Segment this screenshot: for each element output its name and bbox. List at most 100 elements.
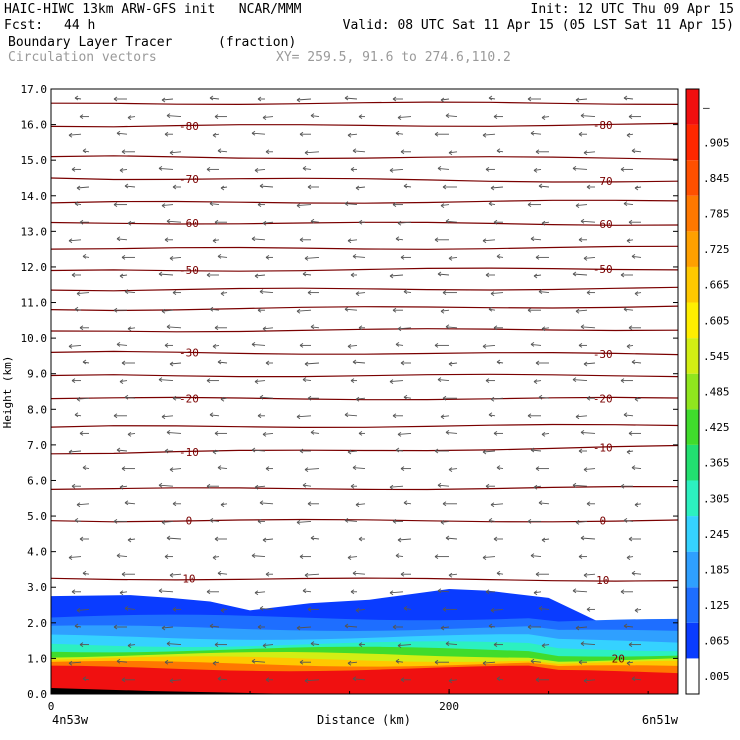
vector-arrow xyxy=(527,202,541,207)
field-name: Boundary Layer Tracer xyxy=(8,35,173,50)
vector-arrow xyxy=(119,484,128,490)
vector-arrow xyxy=(82,676,90,682)
vector-arrow xyxy=(496,465,504,470)
vector-arrow xyxy=(158,482,174,488)
vector-arrow xyxy=(172,290,181,295)
vector-arrow xyxy=(347,344,358,349)
vector-arrow xyxy=(265,149,273,155)
vector-arrow xyxy=(79,536,89,542)
vector-arrow xyxy=(631,148,642,154)
vector-arrow xyxy=(400,255,411,260)
colorbar-label: – xyxy=(703,101,710,114)
vector-arrow xyxy=(254,484,266,490)
isotherm-line xyxy=(51,485,678,491)
vector-arrow xyxy=(164,554,173,559)
vector-arrow xyxy=(124,289,136,294)
vector-arrow xyxy=(442,607,457,612)
vector-arrow xyxy=(575,203,588,208)
vector-arrow xyxy=(527,307,541,313)
model-title: HAIC-HIWC 13km ARW-GFS init NCAR/MMM xyxy=(4,2,302,17)
vector-arrow xyxy=(214,219,227,225)
colorbar-swatch xyxy=(686,622,699,659)
vector-arrow xyxy=(68,449,82,455)
vector-arrow xyxy=(490,291,504,296)
vector-arrow xyxy=(206,483,219,489)
vector-arrow xyxy=(352,359,366,365)
vector-arrow xyxy=(121,360,135,366)
isotherm-line xyxy=(51,101,678,106)
vector-arrow xyxy=(442,184,457,190)
vector-arrow xyxy=(440,308,450,314)
vector-arrow xyxy=(254,590,266,596)
vector-arrow xyxy=(304,678,320,684)
vector-arrow xyxy=(79,114,89,119)
vector-arrow xyxy=(158,166,174,171)
colorbar-swatch xyxy=(686,124,699,161)
vector-arrow xyxy=(488,95,496,101)
vector-arrow xyxy=(220,185,228,191)
vector-arrow xyxy=(403,183,412,189)
vector-arrow xyxy=(535,360,549,366)
vector-arrow xyxy=(220,291,228,296)
vector-arrow xyxy=(400,360,411,366)
vector-arrow xyxy=(397,643,412,648)
isotherm-label: -30 xyxy=(593,348,613,361)
vector-arrow xyxy=(440,520,450,525)
vector-arrow xyxy=(206,167,219,172)
terrain xyxy=(51,688,300,694)
vector-arrow xyxy=(488,306,496,312)
vector-arrow xyxy=(389,484,404,490)
isotherm-label: -70 xyxy=(593,175,613,188)
vector-arrow xyxy=(634,608,642,613)
vector-arrow xyxy=(347,555,358,560)
isotherm-line xyxy=(51,177,678,183)
vector-arrow xyxy=(535,677,549,683)
vector-arrow xyxy=(355,291,366,296)
vector-arrow xyxy=(400,571,411,577)
isotherm-label: 10 xyxy=(596,574,609,587)
vector-arrow xyxy=(121,255,135,260)
vector-arrow xyxy=(82,148,90,154)
vector-arrow xyxy=(493,642,503,647)
vector-arrow xyxy=(251,658,266,664)
vector-arrow xyxy=(302,482,312,488)
colorbar-swatch xyxy=(686,266,699,303)
vector-arrow xyxy=(296,97,312,103)
colorbar-swatch xyxy=(686,516,699,552)
vector-arrow xyxy=(583,678,596,684)
vector-arrow xyxy=(538,289,550,294)
isotherm-line xyxy=(51,396,678,401)
isotherm-line xyxy=(51,155,678,160)
x-axis-label: Distance (km) xyxy=(317,713,411,727)
vector-arrow xyxy=(350,483,357,489)
vector-arrow xyxy=(161,414,174,420)
vector-arrow xyxy=(488,201,496,206)
vector-arrow xyxy=(437,271,450,277)
vector-arrow xyxy=(76,502,90,508)
vector-arrow xyxy=(299,343,311,348)
vector-arrow xyxy=(527,519,541,524)
vector-arrow xyxy=(397,326,412,332)
vector-arrow xyxy=(442,501,457,507)
vector-arrow xyxy=(628,325,641,331)
colorbar-label: .785 xyxy=(703,208,730,221)
vector-arrow xyxy=(217,570,228,576)
isotherm-label: -80 xyxy=(179,120,199,133)
vector-arrow xyxy=(392,624,403,630)
vector-arrow xyxy=(257,624,265,630)
vector-arrow xyxy=(583,361,596,367)
isotherm-contours: 10 10 0 0 -10 -10 -20 -20 -30 -30 -50 -50 -60 -60 -70 -… xyxy=(51,101,678,666)
y-tick-label: 3.0 xyxy=(27,581,47,594)
vector-arrow xyxy=(124,606,136,611)
vector-arrow xyxy=(164,659,173,665)
y-tick-label: 13.0 xyxy=(21,225,48,238)
vector-arrow xyxy=(209,412,220,418)
vector-arrow xyxy=(172,607,181,612)
vector-arrow xyxy=(493,114,503,119)
isotherm-label: -30 xyxy=(179,347,199,360)
vector-arrow xyxy=(493,536,503,542)
colorbar-label: .545 xyxy=(703,350,730,363)
y-tick-label: 5.0 xyxy=(27,510,47,523)
vector-arrow xyxy=(583,150,596,156)
vector-arrow xyxy=(347,132,358,138)
